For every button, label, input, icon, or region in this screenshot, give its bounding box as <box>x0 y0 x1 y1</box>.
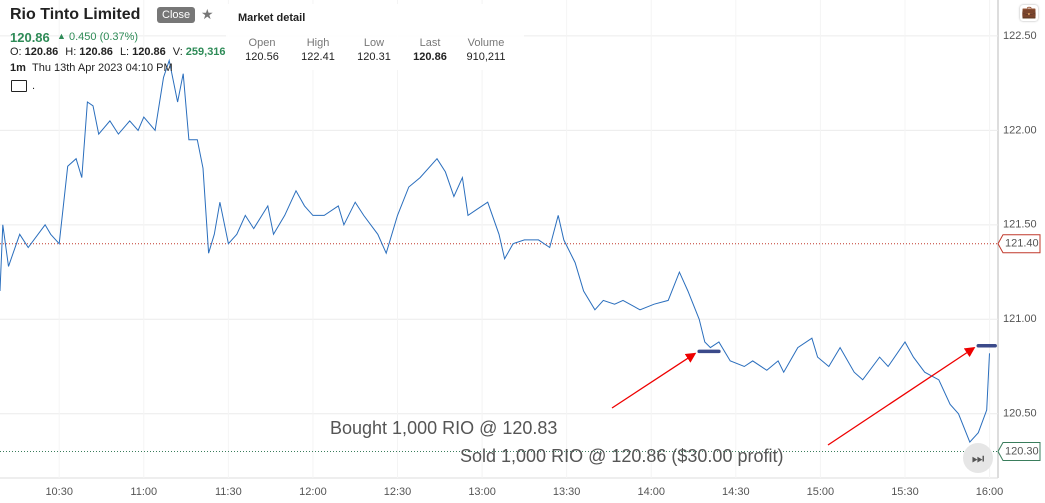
x-tick-label: 12:30 <box>384 486 412 498</box>
annotation-arrow <box>611 352 697 409</box>
ohlc-label: O: <box>10 46 22 58</box>
ohlc-label: V: <box>172 46 183 58</box>
folder-label: . <box>32 80 36 92</box>
last-price: 120.86 <box>10 30 50 45</box>
x-tick-label: 16:00 <box>976 486 1004 498</box>
ohlc-value: 120.86 <box>79 46 113 58</box>
ohlc-label: L: <box>119 46 130 58</box>
timestamp: Thu 13th Apr 2023 04:10 PM <box>32 62 173 74</box>
column-header: Low <box>363 37 385 49</box>
x-tick-label: 10:30 <box>45 486 73 498</box>
column-header: Last <box>419 37 441 49</box>
x-tick-label: 13:30 <box>553 486 581 498</box>
price-badge <box>997 234 1041 254</box>
column-value: 120.31 <box>357 51 391 63</box>
price-badge <box>997 442 1041 462</box>
x-tick-label: 14:00 <box>637 486 665 498</box>
ohlc-value: 120.86 <box>24 46 59 58</box>
x-tick-label: 15:30 <box>891 486 919 498</box>
folder-icon[interactable] <box>11 80 27 92</box>
y-tick-label: 120.50 <box>1003 408 1037 420</box>
price-line <box>0 58 990 444</box>
ohlc-value: 259,316 <box>185 46 226 58</box>
annotation-arrow <box>827 347 976 446</box>
x-tick-label: 12:00 <box>299 486 327 498</box>
column-value: 910,211 <box>466 51 506 63</box>
price-badge-label: 120.30 <box>1005 445 1039 457</box>
market-detail-panel: Market detail Open High Low Last Volume 120.5… <box>226 4 524 70</box>
market-detail-table: Open High Low Last Volume 120.56 122.41 120.31 1… <box>234 36 514 64</box>
price-change: 0.450 (0.37%) <box>69 31 139 43</box>
price-badge-label: 121.40 <box>1005 238 1039 250</box>
x-tick-label: 13:00 <box>468 486 496 498</box>
ohlc-row: O: 120.86 H: 120.86 L: 120.86 V: 259,316 <box>10 46 233 58</box>
panel-title: Market detail <box>238 12 306 24</box>
up-arrow: ▲ <box>57 31 66 41</box>
ohlc-value: 120.86 <box>132 46 166 58</box>
favourite-star[interactable]: ★ <box>201 6 214 22</box>
annotation-text: Bought 1,000 RIO @ 120.83 <box>330 418 557 438</box>
instrument-title: Rio Tinto Limited <box>10 6 141 23</box>
x-tick-label: 11:00 <box>130 486 157 498</box>
close-button[interactable]: Close <box>157 7 196 23</box>
x-tick-label: 14:30 <box>722 486 750 498</box>
column-header: Open <box>248 37 276 49</box>
column-value: 122.41 <box>301 51 335 63</box>
ohlc-label: H: <box>65 46 77 58</box>
column-value: 120.86 <box>413 51 447 63</box>
y-tick-label: 122.00 <box>1003 124 1037 136</box>
y-tick-label: 121.00 <box>1003 313 1037 325</box>
y-tick-label: 122.50 <box>1003 30 1037 42</box>
annotation-text: Sold 1,000 RIO @ 120.86 ($30.00 profit) <box>460 446 783 466</box>
column-header: High <box>306 37 330 49</box>
column-value: 120.56 <box>245 51 279 63</box>
interval: 1m <box>10 62 26 74</box>
scroll-to-end-button[interactable]: ⏭ <box>963 443 993 473</box>
briefcase-icon[interactable]: 💼 <box>1020 5 1038 21</box>
x-tick-label: 15:00 <box>807 486 835 498</box>
x-tick-label: 11:30 <box>215 486 242 498</box>
y-tick-label: 121.50 <box>1003 219 1037 231</box>
column-header: Volume <box>467 37 505 49</box>
